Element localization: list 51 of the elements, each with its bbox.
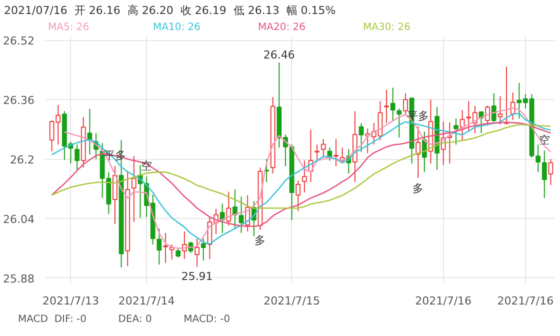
x-tick-label: 2021/7/15 [264,294,320,308]
annotation: 多 [412,182,424,196]
text: MA20: 26 [258,21,306,35]
candlestick [200,238,206,261]
y-tick-label: 26.52 [3,34,35,48]
candlestick [396,108,402,138]
candlestick [314,144,320,163]
candlestick [358,122,364,153]
candlestick [498,96,503,126]
text: MA10: 26 [153,21,202,35]
x-tick-label: 2021/7/16 [415,294,472,308]
candlestick [334,138,338,167]
candlestick [485,105,490,126]
line-series [51,122,552,227]
candlestick [542,150,547,199]
y-tick-label: 26.2 [10,154,35,167]
candlestick [548,158,554,186]
candlestick [131,156,136,222]
candlestick [194,238,200,268]
candlestick [226,191,232,226]
candlestick [238,196,244,234]
text: MA5: 26 [48,21,90,35]
candlestick [460,110,465,141]
candlestick [454,118,458,146]
text: MA30: 26 [363,21,412,35]
y-tick-label: 25.88 [3,272,35,286]
candlestick [296,180,301,212]
candlestick [156,228,162,266]
candlestick [416,126,421,179]
candlestick [232,189,238,230]
candlestick [491,92,496,123]
candlestick [163,232,168,264]
y-tick-label: 26.04 [3,213,35,226]
annotation: 多 [254,234,266,248]
candlestick [87,108,92,156]
candlestick [74,144,80,172]
candlestick [403,92,408,115]
annotation: 25.91 [181,270,213,283]
candlestick [390,87,396,122]
candlestick [536,144,541,173]
x-tick-label: 2021/7/16 [497,294,554,308]
annotation: 空 [538,134,550,147]
y-tick-label: 26.36 [3,94,35,108]
candlestick [320,138,326,158]
x-tick-label: 2021/7/13 [42,294,99,308]
candlestick [302,160,307,193]
x-tick-label: 2021/7/14 [118,294,175,308]
chart-title: 2021/07/16 开 26.16 高 26.20 收 26.19 低 26.13 幅 0.15% [3,3,336,19]
text: MACD DIF: -0 DEA: 0 MACD: -0 [17,313,230,327]
candlestick [384,89,389,124]
annotation: 26.46 [263,48,295,62]
